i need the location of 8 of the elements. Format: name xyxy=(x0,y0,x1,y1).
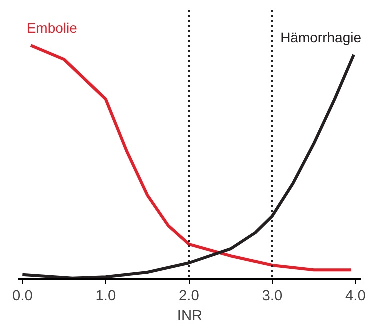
x-tick-label: 4.0 xyxy=(345,288,366,304)
x-axis-title: INR xyxy=(177,308,203,324)
x-tick-label: 0.0 xyxy=(12,288,33,304)
x-tick-label: 1.0 xyxy=(96,288,116,304)
x-tick-label: 2.0 xyxy=(178,288,200,304)
x-tick-label: 3.0 xyxy=(262,288,283,304)
series-label: Hämorrhagie xyxy=(280,30,362,46)
series-label: Embolie xyxy=(26,20,78,36)
